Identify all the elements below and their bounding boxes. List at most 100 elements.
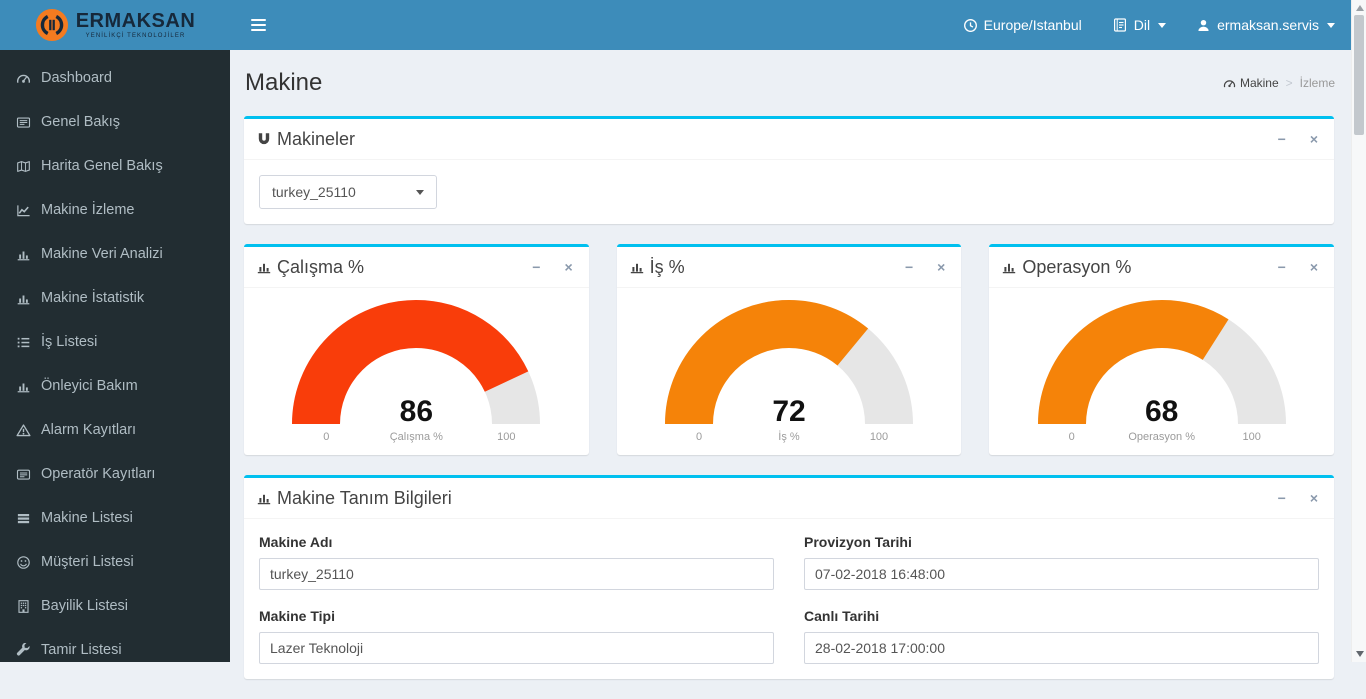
- close-button[interactable]: ×: [1306, 260, 1322, 274]
- gauge-max-label: 100: [1242, 431, 1261, 444]
- scrollbar-thumb[interactable]: [1354, 15, 1364, 135]
- gauge-value: 68: [1144, 395, 1179, 429]
- sidebar-item-tamir-listesi[interactable]: Tamir Listesi: [0, 628, 230, 672]
- machine-type-input[interactable]: [259, 632, 774, 665]
- sidebar-item-is-listesi[interactable]: İş Listesi: [0, 320, 230, 364]
- sidebar-item-label: Harita Genel Bakış: [41, 158, 163, 174]
- gauge-chart: [665, 300, 913, 426]
- ermaksan-logo-icon: [35, 8, 68, 42]
- gauge-axis-label: Çalışma %: [389, 431, 443, 444]
- sidebar-item-onleyici-bakim[interactable]: Önleyici Bakım: [0, 364, 230, 408]
- collapse-button[interactable]: −: [1274, 260, 1290, 274]
- gauge-panel-title: İş %: [649, 257, 685, 278]
- gauge-value: 72: [772, 395, 806, 429]
- chevron-down-icon: [1158, 22, 1167, 28]
- list-icon: [16, 335, 31, 350]
- gauge-panel-title: Operasyon %: [1022, 257, 1132, 278]
- sidebar-item-alarm-kayitlari[interactable]: Alarm Kayıtları: [0, 408, 230, 452]
- gauge-min-label: 0: [323, 431, 330, 444]
- tachometer-icon: [1223, 77, 1236, 90]
- sidebar-toggle-button[interactable]: [245, 10, 272, 40]
- close-button[interactable]: ×: [1306, 491, 1322, 505]
- vertical-scrollbar: [1351, 0, 1366, 662]
- sidebar-item-label: Önleyici Bakım: [41, 378, 138, 394]
- timezone-menu[interactable]: Europe/Istanbul: [963, 17, 1082, 33]
- page-title: Makine: [245, 69, 323, 96]
- bar-chart-icon: [16, 379, 31, 394]
- close-button[interactable]: ×: [1306, 132, 1322, 146]
- gauge-axis-label: İş %: [778, 431, 800, 444]
- sidebar: Dashboard Genel Bakış Harita Genel Bakış…: [0, 50, 230, 662]
- timezone-label: Europe/Istanbul: [983, 17, 1082, 33]
- sidebar-item-label: Operatör Kayıtları: [41, 466, 156, 482]
- machine-select-value: turkey_25110: [272, 184, 356, 201]
- smile-icon: [16, 555, 31, 570]
- scroll-down-arrow-icon[interactable]: [1355, 651, 1364, 657]
- breadcrumb-root[interactable]: Makine: [1223, 76, 1279, 90]
- machine-name-input[interactable]: [259, 558, 774, 591]
- bar-chart-icon: [16, 291, 31, 306]
- warning-icon: [16, 423, 31, 438]
- list-alt-icon: [16, 467, 31, 482]
- close-button[interactable]: ×: [933, 260, 949, 274]
- chevron-down-icon: [1327, 22, 1335, 28]
- machine-select[interactable]: turkey_25110: [259, 175, 437, 210]
- sidebar-item-harita-genel-bakis[interactable]: Harita Genel Bakış: [0, 144, 230, 188]
- collapse-button[interactable]: −: [1274, 132, 1290, 146]
- sidebar-item-makine-istatistik[interactable]: Makine İstatistik: [0, 276, 230, 320]
- live-date-label: Canlı Tarihi: [804, 608, 880, 625]
- sidebar-item-bayilik-listesi[interactable]: Bayilik Listesi: [0, 584, 230, 628]
- rows-icon: [16, 511, 31, 526]
- sidebar-item-makine-izleme[interactable]: Makine İzleme: [0, 188, 230, 232]
- machine-type-field-group: Makine Tipi: [259, 608, 774, 665]
- machines-panel: Makineler − × turkey_25110: [244, 116, 1334, 225]
- building-icon: [16, 599, 31, 614]
- collapse-button[interactable]: −: [528, 260, 544, 274]
- operasyon-gauge-panel: Operasyon % − × 68: [989, 244, 1335, 456]
- magnet-icon: [256, 131, 272, 147]
- sidebar-item-genel-bakis[interactable]: Genel Bakış: [0, 100, 230, 144]
- top-navbar: ERMAKSAN YENİLİKÇİ TEKNOLOJİLER Europe/I…: [0, 0, 1351, 50]
- machine-type-label: Makine Tipi: [259, 608, 335, 625]
- language-label: Dil: [1133, 17, 1151, 33]
- live-date-input[interactable]: [804, 632, 1319, 665]
- sidebar-item-makine-listesi[interactable]: Makine Listesi: [0, 496, 230, 540]
- content-area: Makine Makine > İzleme Makineler − ×: [230, 50, 1351, 699]
- sidebar-item-label: Makine İstatistik: [41, 290, 145, 306]
- gauge-axis-label: Operasyon %: [1128, 431, 1195, 444]
- scroll-up-arrow-icon[interactable]: [1355, 5, 1364, 11]
- language-icon: [1112, 17, 1128, 33]
- bar-chart-icon: [256, 490, 272, 506]
- gauge-value: 86: [399, 395, 434, 429]
- provision-date-input[interactable]: [804, 558, 1319, 591]
- user-menu[interactable]: ermaksan.servis: [1196, 17, 1335, 33]
- provision-date-field-group: Provizyon Tarihi: [804, 534, 1319, 591]
- clock-icon: [963, 18, 978, 33]
- machine-name-field-group: Makine Adı: [259, 534, 774, 591]
- language-menu[interactable]: Dil: [1112, 17, 1167, 33]
- machine-info-panel: Makine Tanım Bilgileri − × Makine Adı Pr…: [244, 475, 1334, 680]
- bar-chart-icon: [629, 259, 645, 275]
- sidebar-item-makine-veri-analizi[interactable]: Makine Veri Analizi: [0, 232, 230, 276]
- wrench-icon: [16, 643, 31, 658]
- gauge-chart: [292, 300, 541, 426]
- sidebar-item-label: Genel Bakış: [41, 114, 120, 130]
- sidebar-item-operator-kayitlari[interactable]: Operatör Kayıtları: [0, 452, 230, 496]
- collapse-button[interactable]: −: [901, 260, 917, 274]
- bar-chart-icon: [16, 247, 31, 262]
- gauges-row: Çalışma % − × 86 0: [244, 244, 1335, 475]
- gauge-min-label: 0: [695, 431, 703, 444]
- sidebar-item-dashboard[interactable]: Dashboard: [0, 56, 230, 100]
- machine-info-panel-title: Makine Tanım Bilgileri: [277, 488, 452, 509]
- calisma-gauge-panel: Çalışma % − × 86 0: [244, 244, 589, 456]
- sidebar-item-musteri-listesi[interactable]: Müşteri Listesi: [0, 540, 230, 584]
- collapse-button[interactable]: −: [1274, 491, 1290, 505]
- user-label: ermaksan.servis: [1217, 17, 1319, 33]
- brand-logo[interactable]: ERMAKSAN YENİLİKÇİ TEKNOLOJİLER: [0, 0, 230, 50]
- close-button[interactable]: ×: [560, 260, 576, 274]
- is-gauge-panel: İş % − × 72 0: [616, 244, 962, 456]
- sidebar-item-label: Makine Listesi: [41, 510, 133, 526]
- machine-name-label: Makine Adı: [259, 534, 333, 551]
- machines-panel-title: Makineler: [277, 129, 356, 150]
- sidebar-item-label: Makine İzleme: [41, 202, 135, 218]
